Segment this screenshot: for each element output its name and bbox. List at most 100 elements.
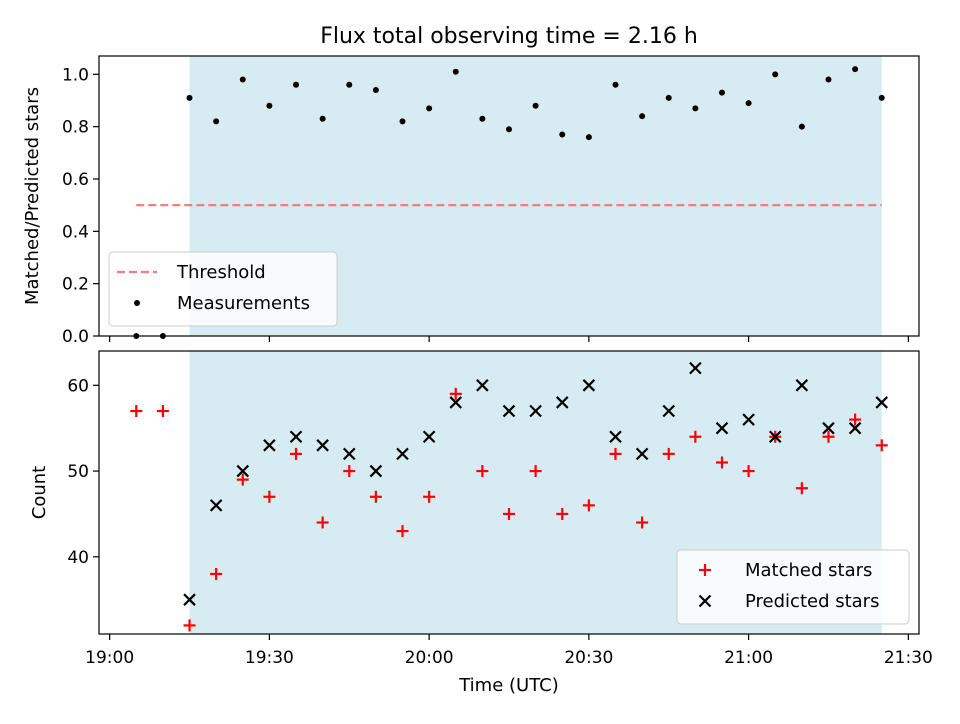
data-point bbox=[795, 482, 808, 495]
data-point bbox=[742, 413, 755, 426]
data-point bbox=[342, 447, 356, 461]
data-point bbox=[346, 81, 353, 88]
data-point bbox=[612, 81, 619, 88]
data-point bbox=[293, 81, 300, 88]
y-tick-label: 40 bbox=[67, 548, 89, 568]
data-point bbox=[213, 118, 220, 125]
data-point bbox=[422, 430, 436, 444]
data-point bbox=[263, 439, 276, 452]
matched-stars-series bbox=[130, 387, 888, 632]
data-point bbox=[452, 68, 459, 75]
data-point bbox=[798, 123, 805, 130]
data-point bbox=[503, 507, 515, 520]
data-point bbox=[875, 396, 889, 409]
data-point bbox=[768, 430, 782, 444]
data-point bbox=[639, 113, 646, 120]
data-point bbox=[745, 100, 752, 107]
data-point bbox=[239, 76, 246, 83]
count-panel: 40 50 60 Count Matched stars Predicted stars bbox=[29, 350, 920, 640]
data-point bbox=[369, 464, 383, 478]
legend-box bbox=[676, 549, 910, 625]
data-point bbox=[236, 473, 249, 486]
legend-label: Threshold bbox=[176, 262, 266, 283]
data-point bbox=[449, 396, 463, 409]
measurements-series bbox=[133, 66, 885, 339]
data-point bbox=[689, 430, 702, 443]
data-point bbox=[209, 499, 223, 512]
x-tick-label: 19:00 bbox=[85, 648, 134, 668]
data-point bbox=[186, 94, 193, 101]
plot-frame bbox=[98, 350, 920, 635]
data-point bbox=[236, 464, 250, 478]
predicted-stars-series bbox=[183, 361, 889, 606]
y-axis-label: Matched/Predicted stars bbox=[22, 87, 43, 305]
data-point bbox=[582, 379, 596, 392]
y-tick-label: 50 bbox=[67, 462, 89, 482]
legend-x-swatch bbox=[698, 594, 712, 608]
legend: Matched stars Predicted stars bbox=[676, 549, 910, 625]
x-axis-label: Time (UTC) bbox=[458, 675, 559, 696]
data-point bbox=[263, 490, 276, 503]
data-point bbox=[426, 105, 433, 112]
data-point bbox=[662, 447, 675, 460]
data-point bbox=[183, 619, 196, 632]
data-point bbox=[210, 567, 223, 580]
data-point bbox=[715, 421, 729, 435]
data-point bbox=[585, 134, 592, 141]
data-point bbox=[825, 76, 832, 83]
data-point bbox=[289, 430, 303, 444]
data-point bbox=[399, 118, 406, 125]
data-point bbox=[476, 379, 489, 392]
data-point bbox=[130, 405, 143, 418]
data-point bbox=[506, 126, 512, 133]
y-tick-label: 0.2 bbox=[62, 275, 89, 295]
data-point bbox=[156, 405, 169, 418]
data-point bbox=[692, 105, 699, 112]
data-point bbox=[316, 516, 329, 529]
plot-frame bbox=[98, 55, 920, 337]
data-point bbox=[609, 447, 622, 460]
legend-label: Measurements bbox=[177, 293, 310, 314]
legend-label: Matched stars bbox=[745, 560, 872, 581]
chart-title: Flux total observing time = 2.16 h bbox=[320, 24, 698, 49]
data-point bbox=[662, 404, 676, 418]
y-tick-label: 0.8 bbox=[62, 118, 89, 138]
data-point bbox=[316, 439, 329, 452]
legend-label: Predicted stars bbox=[745, 591, 879, 612]
y-tick-label: 0.0 bbox=[62, 327, 89, 347]
data-point bbox=[718, 89, 725, 96]
x-tick-label: 20:30 bbox=[564, 648, 613, 668]
legend-box bbox=[108, 251, 338, 327]
legend: Threshold Measurements bbox=[108, 251, 338, 327]
data-point bbox=[449, 387, 462, 400]
data-point bbox=[372, 87, 379, 94]
data-point bbox=[502, 404, 516, 418]
x-tick-label: 20:00 bbox=[405, 648, 454, 668]
data-point bbox=[852, 66, 859, 73]
data-point bbox=[582, 499, 595, 512]
data-point bbox=[556, 507, 569, 520]
data-point bbox=[369, 490, 382, 503]
legend-plus-swatch bbox=[699, 564, 711, 576]
y-axis-label: Count bbox=[29, 466, 50, 519]
data-point bbox=[290, 447, 303, 460]
data-point bbox=[396, 525, 409, 538]
data-point bbox=[665, 94, 672, 101]
data-point bbox=[559, 131, 566, 138]
y-tick-label: 0.6 bbox=[62, 170, 89, 190]
data-point bbox=[423, 490, 436, 503]
x-tick-label: 21:00 bbox=[724, 648, 773, 668]
data-point bbox=[555, 396, 569, 409]
y-tick-label: 0.4 bbox=[62, 222, 89, 242]
data-point bbox=[822, 430, 835, 443]
data-point bbox=[476, 465, 489, 478]
x-axis: 19:00 19:30 20:00 20:30 21:00 21:30 bbox=[85, 648, 933, 668]
data-point bbox=[529, 465, 542, 478]
data-point bbox=[849, 413, 862, 426]
data-point bbox=[396, 447, 409, 461]
legend-dot-swatch bbox=[134, 300, 140, 306]
x-tick-label: 19:30 bbox=[245, 648, 294, 668]
data-point bbox=[319, 115, 326, 122]
data-point bbox=[532, 102, 539, 109]
